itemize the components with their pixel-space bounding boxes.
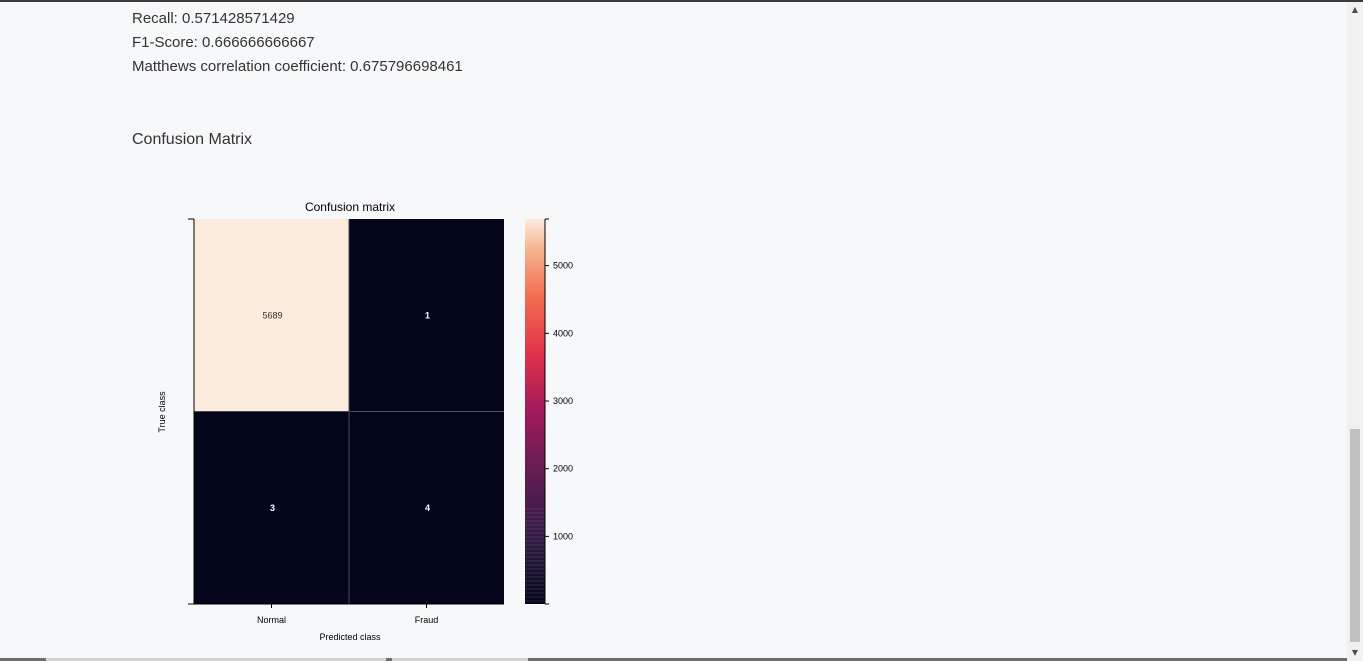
heatmap-axes: Normal Fraud	[188, 218, 504, 625]
colorbar-tick-label-4000: 4000	[553, 328, 573, 338]
window-top-border	[0, 0, 1363, 2]
cell-annotation-r1-c1: 4	[425, 503, 430, 513]
cell-annotation-r0-c0: 5689	[262, 310, 282, 320]
horizontal-scroll-thumb[interactable]	[46, 658, 386, 661]
heatmap-cell-r0-c0	[194, 219, 349, 412]
scrollbar-thumb[interactable]	[1350, 429, 1360, 642]
heatmap-cell-r1-c1	[349, 411, 504, 604]
cell-annotation-r1-c0: 3	[270, 503, 275, 513]
colorbar	[525, 219, 545, 604]
colorbar-stripes	[525, 508, 545, 602]
vertical-scrollbar[interactable]: ▲ ▼	[1347, 2, 1363, 661]
colorbar-tick-label-2000: 2000	[553, 464, 573, 474]
x-axis-label: Predicted class	[319, 632, 381, 642]
cell-annotations: 5689 1 3 4	[262, 310, 430, 513]
horizontal-scroll-track[interactable]	[0, 658, 1347, 661]
confusion-matrix-figure: Confusion matrix 5689 1 3 4 Normal Fraud Pre…	[157, 200, 573, 642]
mcc-metric: Matthews correlation coefficient: 0.6757…	[132, 58, 463, 75]
heatmap-cells	[194, 219, 504, 604]
cell-dividers	[194, 219, 504, 604]
heatmap-cell-r0-c1	[349, 219, 504, 412]
scroll-down-icon[interactable]: ▼	[1351, 648, 1359, 657]
horizontal-scroll-segment	[392, 658, 528, 661]
y-axis-label: True class	[157, 391, 167, 433]
x-tick-label-normal: Normal	[257, 615, 286, 625]
recall-metric: Recall: 0.571428571429	[132, 10, 295, 27]
confusion-matrix-heading: Confusion Matrix	[132, 131, 253, 148]
scroll-up-icon[interactable]: ▲	[1351, 5, 1359, 14]
chart-title: Confusion matrix	[305, 200, 395, 214]
heatmap-cell-r1-c0	[194, 411, 349, 604]
colorbar-tick-label-5000: 5000	[553, 261, 573, 271]
colorbar-tick-label-3000: 3000	[553, 396, 573, 406]
colorbar-axis: 1000 2000 3000 4000 5000	[544, 218, 573, 605]
cell-annotation-r0-c1: 1	[425, 310, 430, 320]
x-tick-label-fraud: Fraud	[415, 615, 439, 625]
colorbar-tick-label-1000: 1000	[553, 531, 573, 541]
f1-score-metric: F1-Score: 0.666666666667	[132, 34, 315, 51]
